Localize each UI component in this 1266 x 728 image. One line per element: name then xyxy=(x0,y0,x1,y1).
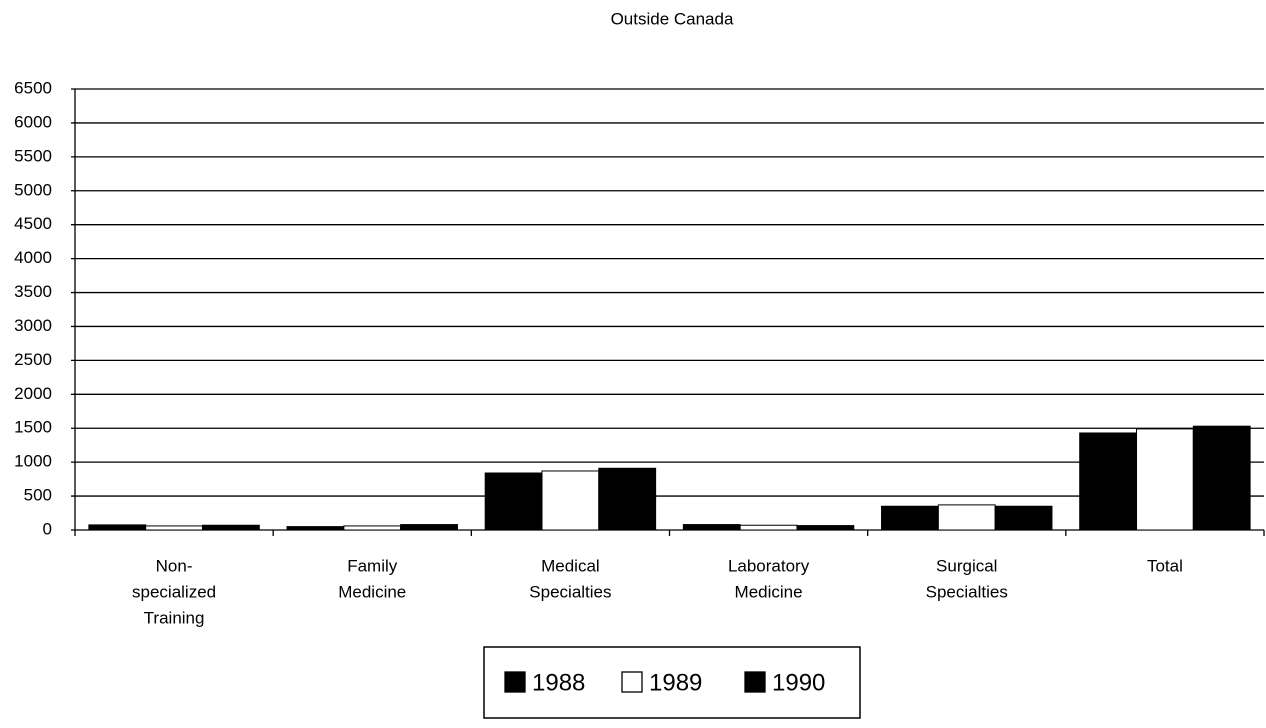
bar xyxy=(201,524,260,531)
x-tick-label: Non- xyxy=(156,556,193,575)
bar xyxy=(937,504,996,531)
legend-swatch xyxy=(504,671,526,693)
bar xyxy=(343,525,402,531)
chart-title: Outside Canada xyxy=(611,9,734,28)
y-tick-label: 5000 xyxy=(14,180,52,199)
x-tick-label: Laboratory xyxy=(728,556,810,575)
y-tick-label: 0 xyxy=(43,519,52,538)
x-tick-label: Family xyxy=(347,556,398,575)
y-tick-label: 2000 xyxy=(14,384,52,403)
legend-box xyxy=(483,646,861,719)
x-tick-label: specialized xyxy=(132,582,216,601)
y-tick-label: 3000 xyxy=(14,316,52,335)
bar xyxy=(145,525,203,531)
x-tick-label: Training xyxy=(144,608,205,627)
legend-label: 1989 xyxy=(649,669,702,696)
y-tick-label: 4500 xyxy=(14,214,52,233)
y-tick-label: 3500 xyxy=(14,282,52,301)
y-tick-label: 6500 xyxy=(14,78,52,97)
bar xyxy=(598,467,657,531)
y-tick-label: 1500 xyxy=(14,418,52,437)
bar xyxy=(796,525,855,531)
bar xyxy=(682,524,741,531)
bar xyxy=(1079,432,1138,531)
x-tick-label: Medicine xyxy=(338,582,406,601)
y-tick-label: 4000 xyxy=(14,248,52,267)
bar xyxy=(88,524,147,531)
y-tick-label: 2500 xyxy=(14,350,52,369)
y-tick-label: 5500 xyxy=(14,146,52,165)
x-tick-label: Medical xyxy=(541,556,600,575)
y-tick-label: 1000 xyxy=(14,452,52,471)
legend-label: 1990 xyxy=(772,669,825,696)
y-tick-label: 6000 xyxy=(14,112,52,131)
x-tick-label: Total xyxy=(1147,556,1183,575)
x-tick-label: Specialties xyxy=(529,582,611,601)
bar xyxy=(881,505,939,531)
bar xyxy=(484,472,543,531)
legend-label: 1988 xyxy=(532,669,585,696)
bar xyxy=(994,505,1053,531)
x-tick-label: Specialties xyxy=(926,582,1008,601)
bar xyxy=(286,526,345,531)
legend-swatch xyxy=(621,671,643,693)
bar xyxy=(541,470,600,531)
y-tick-label: 500 xyxy=(24,486,52,505)
bar xyxy=(739,524,798,531)
x-tick-label: Medicine xyxy=(735,582,803,601)
bar xyxy=(1192,425,1251,531)
bar xyxy=(400,524,458,531)
x-tick-label: Surgical xyxy=(936,556,997,575)
legend-swatch xyxy=(744,671,766,693)
bar xyxy=(1136,428,1194,531)
